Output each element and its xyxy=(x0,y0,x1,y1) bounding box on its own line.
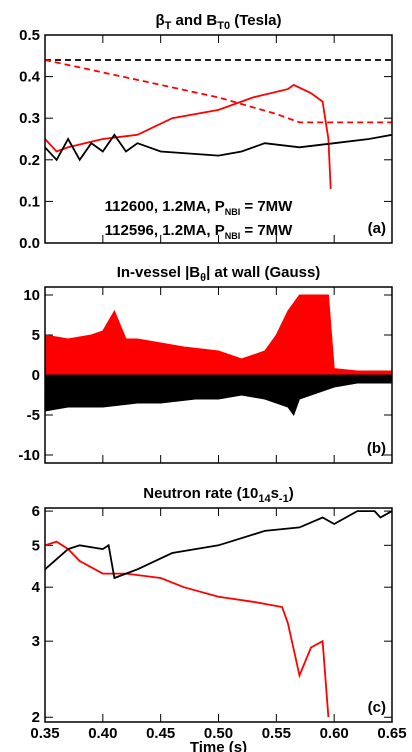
text-segment: 112600, 1.2MA, P xyxy=(105,198,225,215)
text-segment: = 7MW xyxy=(240,222,293,239)
panel-label: (a) xyxy=(368,220,386,237)
text-segment: and B xyxy=(171,12,217,29)
y-tick-label: -5 xyxy=(27,407,40,424)
data-line xyxy=(45,59,392,124)
data-area xyxy=(45,294,392,376)
text-segment: s xyxy=(271,485,279,502)
text-segment: = 7MW xyxy=(240,198,293,215)
x-tick-label: 0.50 xyxy=(204,725,233,742)
text-segment: 112596, 1.2MA, P xyxy=(105,222,225,239)
y-tick-label: 6 xyxy=(32,503,40,520)
x-tick-label: 0.65 xyxy=(377,725,406,742)
text-segment: | at wall (Gauss) xyxy=(206,264,320,281)
data-area xyxy=(45,374,392,417)
legend-entry: 112596, 1.2MA, PNBI = 7MW xyxy=(105,222,294,241)
subscript: NBI xyxy=(225,231,241,241)
panel-label: (b) xyxy=(367,440,386,457)
subscript: T xyxy=(165,20,172,32)
subscript: NBI xyxy=(225,207,241,217)
y-tick-label: 5 xyxy=(32,537,40,554)
y-tick-label: 0 xyxy=(32,367,40,384)
x-tick-label: 0.45 xyxy=(146,725,175,742)
y-tick-label: 4 xyxy=(32,579,41,596)
data-line xyxy=(45,133,392,162)
y-tick-label: 2 xyxy=(32,709,40,726)
data-line xyxy=(45,510,392,580)
y-tick-label: 3 xyxy=(32,633,40,650)
x-axis-label: Time (s) xyxy=(190,739,247,752)
y-tick-label: -10 xyxy=(18,447,40,464)
chart-title: βT and BT0 (Tesla) xyxy=(156,12,282,32)
y-tick-label: 0.3 xyxy=(19,110,40,127)
y-tick-label: 5 xyxy=(32,327,40,344)
y-tick-label: 10 xyxy=(23,287,40,304)
plot-frame xyxy=(44,286,393,464)
text-segment: β xyxy=(156,12,165,29)
y-tick-label: 0.2 xyxy=(19,152,40,169)
text-segment: (Tesla) xyxy=(230,12,281,29)
subscript: 14 xyxy=(258,493,271,505)
y-tick-label: 0.0 xyxy=(19,235,40,252)
data-line xyxy=(45,83,332,189)
chart-title: Neutron rate (1014s-1) xyxy=(143,485,293,505)
text-segment: Neutron rate (10 xyxy=(143,485,258,502)
x-tick-label: 0.40 xyxy=(88,725,117,742)
y-tick-label: 0.5 xyxy=(19,27,40,44)
text-segment: ) xyxy=(289,485,294,502)
legend-entry: 112600, 1.2MA, PNBI = 7MW xyxy=(105,198,294,217)
chart-title: In-vessel |Bθ| at wall (Gauss) xyxy=(117,264,321,284)
data-line xyxy=(45,540,330,718)
panel-label: (c) xyxy=(368,699,386,716)
x-tick-label: 0.60 xyxy=(320,725,349,742)
subscript: -1 xyxy=(279,493,289,505)
subscript: T0 xyxy=(217,20,230,32)
y-tick-label: 0.4 xyxy=(19,69,41,86)
plot-frame xyxy=(44,34,393,244)
x-tick-label: 0.35 xyxy=(30,725,59,742)
plot-frame xyxy=(44,507,393,723)
x-tick-label: 0.55 xyxy=(262,725,291,742)
subscript: θ xyxy=(200,272,206,284)
text-segment: In-vessel |B xyxy=(117,264,201,281)
y-tick-label: 0.1 xyxy=(19,193,40,210)
